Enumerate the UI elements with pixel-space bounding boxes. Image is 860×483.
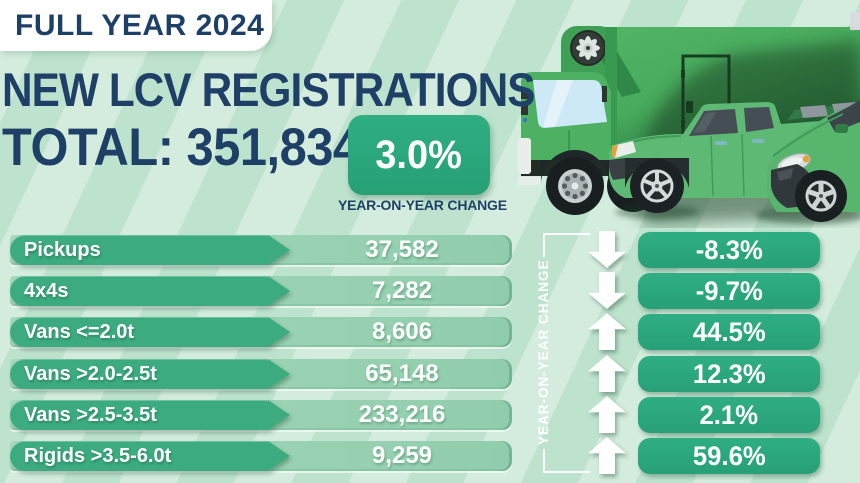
category-label: Pickups bbox=[24, 239, 101, 261]
table-row: 37,582 Pickups -8.3% bbox=[0, 231, 860, 268]
registration-value: 37,582 bbox=[365, 236, 439, 263]
total-yoy-caption: YEAR-ON-YEAR CHANGE bbox=[338, 197, 507, 213]
car-illustration bbox=[755, 100, 860, 224]
pickup-truck-illustration bbox=[609, 102, 860, 219]
pickup-wheel-icon bbox=[630, 159, 684, 213]
category-label-bar: Rigids >3.5-6.0t bbox=[10, 441, 290, 471]
total-registrations: TOTAL: 351,834 bbox=[2, 118, 360, 177]
bracket-bottom-corner bbox=[543, 449, 590, 473]
yoy-change-badge: 44.5% bbox=[638, 314, 820, 350]
total-yoy-badge: 3.0% bbox=[348, 115, 490, 195]
trend-arrow-icon bbox=[588, 355, 626, 392]
car-wheel-icon bbox=[795, 170, 847, 222]
page-title: NEW LCV REGISTRATIONS bbox=[2, 63, 535, 116]
vehicles-illustration bbox=[518, 12, 860, 225]
yoy-change-badge: -8.3% bbox=[638, 232, 820, 268]
period-badge: FULL YEAR 2024 bbox=[0, 0, 272, 51]
total-yoy-value: 3.0% bbox=[375, 132, 463, 177]
yoy-change-value: 59.6% bbox=[692, 440, 766, 471]
trend-arrow-icon bbox=[588, 313, 626, 350]
yoy-change-value: 12.3% bbox=[692, 358, 766, 389]
yoy-change-badge: -9.7% bbox=[638, 273, 820, 309]
registration-value: 9,259 bbox=[371, 442, 433, 469]
trend-arrow-icon bbox=[588, 396, 626, 433]
category-label-bar: Vans >2.0-2.5t bbox=[10, 359, 290, 389]
category-label-bar: 4x4s bbox=[10, 276, 290, 306]
yoy-change-value: -8.3% bbox=[695, 234, 763, 265]
table-row: 65,148 Vans >2.0-2.5t 12.3% bbox=[0, 355, 860, 392]
registration-value: 7,282 bbox=[371, 277, 433, 304]
registration-value: 8,606 bbox=[371, 318, 433, 345]
trend-arrow-icon bbox=[588, 231, 626, 268]
category-label-bar: Pickups bbox=[10, 235, 290, 265]
registration-value: 65,148 bbox=[365, 360, 439, 387]
truck-wheel-icon bbox=[546, 157, 604, 215]
category-label: 4x4s bbox=[24, 280, 69, 302]
category-label: Vans >2.5-3.5t bbox=[24, 404, 157, 426]
yoy-change-value: -9.7% bbox=[695, 275, 763, 306]
period-badge-label: FULL YEAR 2024 bbox=[15, 9, 265, 42]
category-label-bar: Vans <=2.0t bbox=[10, 317, 290, 347]
yoy-change-value: 2.1% bbox=[699, 399, 759, 430]
bracket-top-corner bbox=[543, 233, 590, 257]
category-label-bar: Vans >2.5-3.5t bbox=[10, 400, 290, 430]
trend-arrow-icon bbox=[588, 437, 626, 474]
trend-arrow-icon bbox=[588, 272, 626, 309]
yoy-change-badge: 12.3% bbox=[638, 356, 820, 392]
yoy-change-badge: 59.6% bbox=[638, 438, 820, 474]
registration-value: 233,216 bbox=[358, 401, 446, 428]
table-row: 233,216 Vans >2.5-3.5t 2.1% bbox=[0, 396, 860, 433]
category-label: Rigids >3.5-6.0t bbox=[24, 445, 172, 467]
table-row: 9,259 Rigids >3.5-6.0t 59.6% bbox=[0, 437, 860, 474]
yoy-change-badge: 2.1% bbox=[638, 397, 820, 433]
yoy-change-value: 44.5% bbox=[692, 316, 766, 347]
table-row: 8,606 Vans <=2.0t 44.5% bbox=[0, 313, 860, 350]
table-row: 7,282 4x4s -9.7% bbox=[0, 272, 860, 309]
category-label: Vans <=2.0t bbox=[24, 321, 135, 343]
category-label: Vans >2.0-2.5t bbox=[24, 363, 157, 385]
